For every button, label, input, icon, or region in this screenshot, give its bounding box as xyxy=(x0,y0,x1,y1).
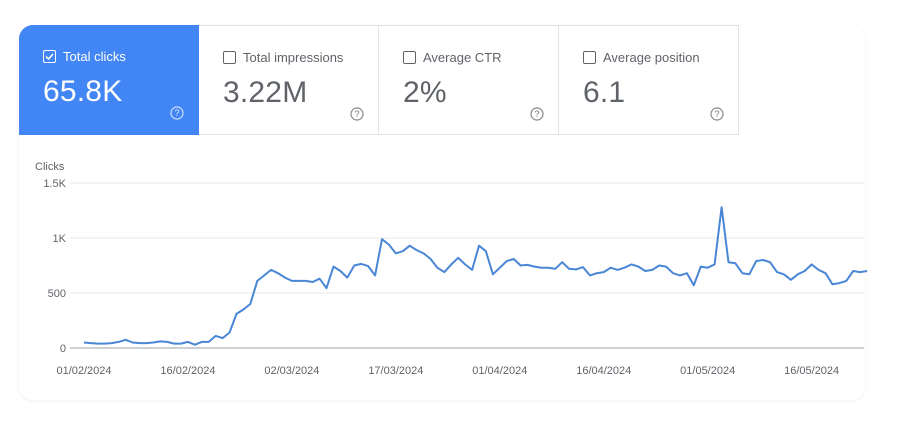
x-tick-label: 17/03/2024 xyxy=(368,365,423,377)
y-axis-label: Clicks xyxy=(35,161,65,173)
x-tick-label: 01/04/2024 xyxy=(472,365,527,377)
y-tick-label: 1K xyxy=(53,233,67,245)
svg-text:?: ? xyxy=(714,109,719,119)
card-value: 2% xyxy=(403,76,447,109)
series-layer xyxy=(83,206,868,346)
x-tick-label: 16/05/2024 xyxy=(784,365,839,377)
y-tick-labels: 0 500 1K 1.5K xyxy=(43,178,66,355)
card-value: 65.8K xyxy=(43,75,123,108)
help-circle-icon[interactable]: ? xyxy=(170,106,184,120)
average-position-card[interactable]: Average position 6.1 ? xyxy=(559,25,739,135)
grid-lines xyxy=(70,182,864,349)
card-label: Total clicks xyxy=(63,49,126,64)
checkbox-unchecked-icon[interactable] xyxy=(223,51,236,64)
card-header: Average CTR xyxy=(403,50,502,65)
x-tick-label: 02/03/2024 xyxy=(264,365,319,377)
card-label: Average position xyxy=(603,50,700,65)
x-tick-labels: 01/02/2024 16/02/2024 02/03/2024 17/03/2024… xyxy=(56,365,839,377)
checkbox-unchecked-icon[interactable] xyxy=(583,51,596,64)
x-tick-label: 01/02/2024 xyxy=(56,365,111,377)
x-tick-label: 16/02/2024 xyxy=(160,365,215,377)
total-clicks-card[interactable]: Total clicks 65.8K ? xyxy=(19,25,199,135)
checkbox-unchecked-icon[interactable] xyxy=(403,51,416,64)
card-header: Total clicks xyxy=(43,49,126,64)
y-tick-label: 0 xyxy=(60,343,66,355)
average-ctr-card[interactable]: Average CTR 2% ? xyxy=(379,25,559,135)
card-label: Average CTR xyxy=(423,50,502,65)
help-circle-icon[interactable]: ? xyxy=(530,107,544,121)
total-impressions-card[interactable]: Total impressions 3.22M ? xyxy=(199,25,379,135)
x-tick-label: 16/04/2024 xyxy=(576,365,631,377)
series-line-clicks xyxy=(83,206,868,346)
svg-text:?: ? xyxy=(174,108,179,118)
card-value: 6.1 xyxy=(583,76,626,109)
x-tick-label: 01/05/2024 xyxy=(680,365,735,377)
card-header: Average position xyxy=(583,50,700,65)
metric-cards: Total clicks 65.8K ? Total impressions 3… xyxy=(19,25,739,135)
y-tick-label: 1.5K xyxy=(43,178,66,190)
svg-text:?: ? xyxy=(354,109,359,119)
card-header: Total impressions xyxy=(223,50,343,65)
card-value: 3.22M xyxy=(223,76,308,109)
checkbox-checked-icon[interactable] xyxy=(43,50,56,63)
card-label: Total impressions xyxy=(243,50,344,65)
svg-text:?: ? xyxy=(534,109,539,119)
y-tick-label: 500 xyxy=(48,288,66,300)
help-circle-icon[interactable]: ? xyxy=(710,107,724,121)
help-circle-icon[interactable]: ? xyxy=(350,107,364,121)
